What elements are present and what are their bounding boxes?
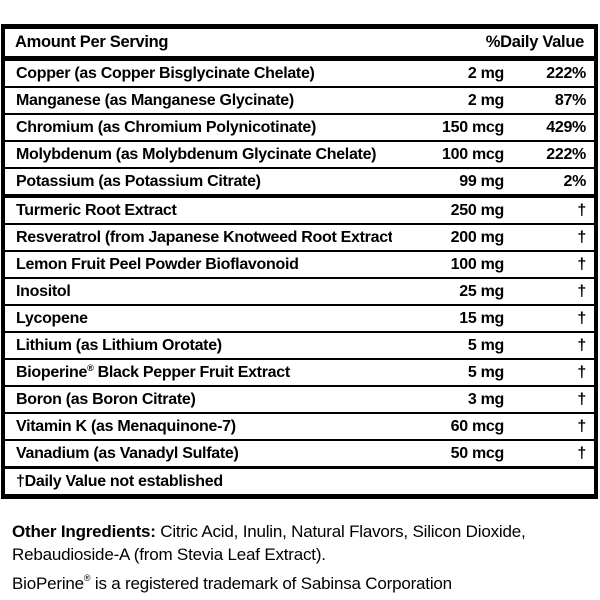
ingredient-amount: 25 mg [459, 282, 504, 300]
ingredient-amount: 3 mg [467, 390, 504, 408]
ingredient-name: Copper (as Copper Bisglycinate Chelate) [16, 64, 315, 82]
ingredient-amount: 250 mg [450, 201, 505, 219]
ingredient-daily-value: 222% [546, 145, 586, 163]
ingredient-name: Bioperine® Black Pepper Fruit Extract [16, 363, 290, 381]
daily-value-header: %Daily Value [485, 33, 585, 51]
ingredient-amount: 60 mcg [450, 417, 505, 435]
ingredient-daily-value: † [577, 336, 586, 354]
ingredient-amount: 50 mcg [450, 444, 505, 462]
table-row: Lemon Fruit Peel Powder Bioflavonoid 100… [5, 252, 594, 279]
table-row: Boron (as Boron Citrate) 3 mg † [5, 387, 594, 414]
table-row: Potassium (as Potassium Citrate) 99 mg 2… [5, 169, 594, 198]
trademark-text: BioPerine® is a registered trademark of … [12, 573, 452, 593]
ingredient-amount: 2 mg [467, 91, 504, 109]
ingredient-amount: 150 mcg [442, 118, 504, 136]
ingredient-name: Vanadium (as Vanadyl Sulfate) [16, 444, 239, 462]
table-header-row: Amount Per Serving %Daily Value [5, 29, 594, 61]
table-row: Vitamin K (as Menaquinone-7) 60 mcg † [5, 414, 594, 441]
ingredient-daily-value: † [577, 363, 586, 381]
table-row: Chromium (as Chromium Polynicotinate) 15… [5, 115, 594, 142]
ingredient-daily-value: † [577, 282, 586, 300]
ingredient-amount: 100 mg [450, 255, 505, 273]
supplement-facts-table: Amount Per Serving %Daily Value Copper (… [1, 24, 598, 499]
other-ingredients-list: Citric Acid, Inulin, Natural Flavors, Si… [12, 522, 526, 564]
ingredient-name: Potassium (as Potassium Citrate) [16, 172, 261, 190]
footnote-text: †Daily Value not established [16, 472, 223, 490]
table-row: Manganese (as Manganese Glycinate) 2 mg … [5, 88, 594, 115]
table-row: Molybdenum (as Molybdenum Glycinate Chel… [5, 142, 594, 169]
ingredient-name: Inositol [16, 282, 71, 300]
table-row: Turmeric Root Extract 250 mg † [5, 198, 594, 225]
ingredient-amount: 5 mg [467, 363, 504, 381]
table-row: Bioperine® Black Pepper Fruit Extract 5 … [5, 360, 594, 387]
ingredient-daily-value: † [577, 390, 586, 408]
ingredient-amount: 200 mg [450, 228, 505, 246]
ingredient-name: Lycopene [16, 309, 88, 327]
ingredient-daily-value: † [577, 309, 586, 327]
ingredient-daily-value: † [577, 255, 586, 273]
ingredient-daily-value: 87% [554, 91, 586, 109]
other-ingredients-label: Other Ingredients: [12, 522, 156, 541]
ingredient-name: Manganese (as Manganese Glycinate) [16, 91, 294, 109]
ingredient-daily-value: 429% [546, 118, 586, 136]
table-row: Copper (as Copper Bisglycinate Chelate) … [5, 61, 594, 88]
daily-value-footnote: †Daily Value not established [5, 469, 594, 494]
table-row: Inositol 25 mg † [5, 279, 594, 306]
ingredient-amount: 5 mg [467, 336, 504, 354]
table-row: Vanadium (as Vanadyl Sulfate) 50 mcg † [5, 441, 594, 469]
ingredient-amount: 100 mcg [442, 145, 504, 163]
ingredient-daily-value: † [577, 417, 586, 435]
ingredient-name: Vitamin K (as Menaquinone-7) [16, 417, 236, 435]
amount-per-serving-header: Amount Per Serving [15, 33, 169, 51]
ingredient-daily-value: † [577, 201, 586, 219]
ingredient-daily-value: † [577, 444, 586, 462]
registered-trademark-symbol: ® [83, 573, 91, 583]
ingredient-daily-value: † [577, 228, 586, 246]
ingredient-name: Boron (as Boron Citrate) [16, 390, 196, 408]
ingredient-name: Chromium (as Chromium Polynicotinate) [16, 118, 317, 136]
ingredient-daily-value: 2% [563, 172, 586, 190]
ingredient-name: Lemon Fruit Peel Powder Bioflavonoid [16, 255, 299, 273]
ingredient-name: Molybdenum (as Molybdenum Glycinate Chel… [16, 145, 377, 163]
registered-trademark-symbol: ® [87, 363, 94, 373]
ingredient-name: Lithium (as Lithium Orotate) [16, 336, 222, 354]
trademark-note: BioPerine® is a registered trademark of … [12, 573, 452, 594]
table-row: Resveratrol (from Japanese Knotweed Root… [5, 225, 594, 252]
other-ingredients-paragraph: Other Ingredients: Citric Acid, Inulin, … [12, 520, 592, 566]
ingredient-daily-value: 222% [546, 64, 586, 82]
ingredient-name: Turmeric Root Extract [16, 201, 177, 219]
table-row: Lithium (as Lithium Orotate) 5 mg † [5, 333, 594, 360]
ingredient-amount: 15 mg [459, 309, 504, 327]
ingredient-amount: 99 mg [459, 172, 504, 190]
ingredient-amount: 2 mg [467, 64, 504, 82]
ingredient-name: Resveratrol (from Japanese Knotweed Root… [16, 228, 392, 246]
table-row: Lycopene 15 mg † [5, 306, 594, 333]
